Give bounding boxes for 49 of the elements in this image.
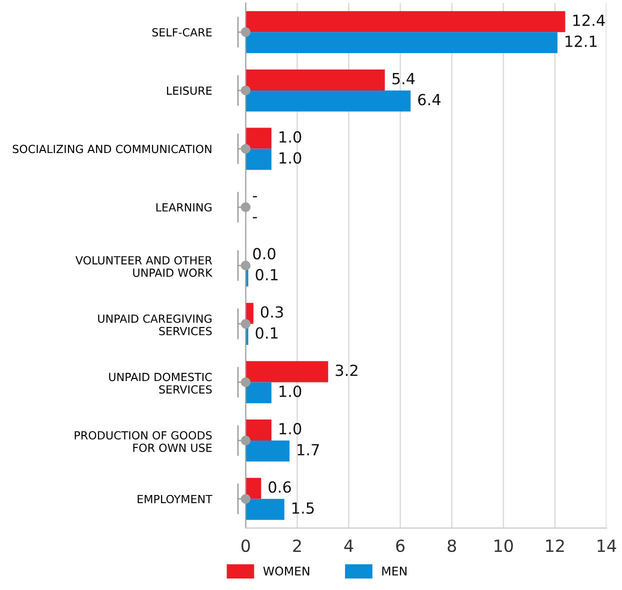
data-label: 1.0 [280, 386, 302, 398]
x-tick-label: 0 [241, 539, 250, 552]
bar [246, 478, 262, 499]
x-tick-label: 6 [396, 539, 405, 552]
y-tick-label: VOLUNTEER AND OTHER UNPAID WORK [76, 256, 213, 277]
legend-label: WOMEN [263, 566, 310, 576]
x-tick-label: 2 [293, 539, 301, 552]
data-label: 0.1 [256, 327, 278, 339]
y-tick-label: PRODUCTION OF GOODS FOR OWN USE [74, 431, 212, 452]
x-tick-label: 8 [448, 539, 456, 552]
y-tick-label: LEISURE [167, 86, 212, 95]
x-tick-label: 12 [546, 539, 564, 552]
bar [246, 498, 284, 520]
data-label: 3.2 [336, 364, 358, 376]
data-label: 1.0 [280, 131, 302, 143]
data-label: 6.4 [418, 94, 440, 106]
x-tick-label: 4 [344, 540, 354, 552]
y-tick-label: SOCIALIZING AND COMMUNICATION [12, 144, 212, 154]
data-label: 1.0 [280, 152, 302, 164]
data-label: 1.7 [298, 444, 319, 456]
y-tick-label: SELF-CARE [152, 28, 212, 36]
data-label: 0.0 [253, 248, 276, 260]
bar [246, 361, 328, 382]
text: - [252, 217, 257, 218]
bar [246, 420, 272, 441]
data-label: 0.6 [268, 481, 291, 493]
bar [246, 382, 272, 404]
text: - [252, 196, 257, 198]
data-label: 1.0 [280, 422, 302, 434]
bar [246, 69, 385, 90]
y-tick-label: EMPLOYMENT [138, 494, 212, 504]
legend-label: MEN [382, 566, 406, 576]
data-label: 0.3 [260, 306, 283, 318]
data-label: 12.1 [566, 36, 597, 47]
bar [246, 11, 566, 32]
data-label: 12.4 [573, 14, 605, 26]
bar [246, 148, 272, 170]
data-label: 5.4 [392, 73, 415, 84]
x-tick-label: 10 [494, 539, 513, 552]
bar [246, 90, 411, 112]
y-tick-label: LEARNING [156, 203, 212, 212]
y-tick-label: UNPAID CAREGIVING SERVICES [98, 314, 212, 336]
bar [246, 128, 272, 149]
data-label: 0.1 [256, 268, 278, 280]
bar [246, 32, 558, 54]
y-tick-label: UNPAID DOMESTIC SERVICES [109, 372, 212, 394]
bar [246, 440, 290, 462]
data-label: 1.5 [292, 502, 314, 514]
x-tick-label: 14 [598, 540, 616, 552]
